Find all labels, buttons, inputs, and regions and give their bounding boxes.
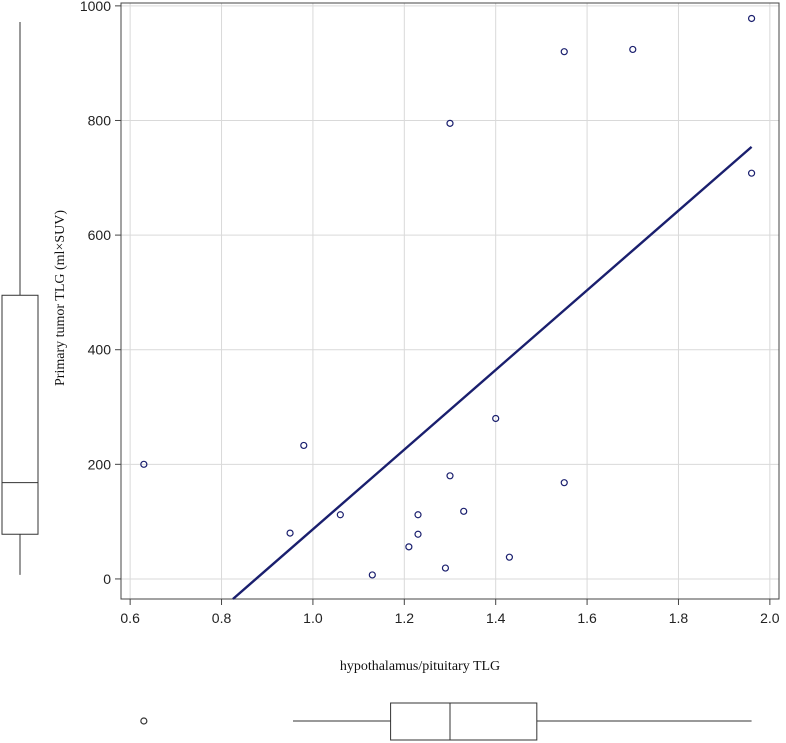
x-tick-label: 0.8 <box>212 610 232 626</box>
data-point <box>460 507 468 515</box>
x-box-outlier <box>140 717 148 725</box>
x-axis: 0.6 0.8 1.0 1.2 1.4 1.6 1.8 2.0 <box>120 599 780 626</box>
y-tick-label: 0 <box>103 571 111 587</box>
x-box <box>390 702 538 741</box>
y-axis-label: Primary tumor TLG (ml×SUV) <box>53 210 68 386</box>
y-axis: 0 200 400 600 800 1000 <box>80 0 121 587</box>
data-point <box>140 460 148 468</box>
data-point <box>446 472 454 480</box>
data-point <box>300 441 308 450</box>
x-tick-label: 0.6 <box>120 610 140 626</box>
data-point <box>405 543 413 551</box>
data-point <box>747 14 756 23</box>
x-tick-label: 1.2 <box>395 610 415 626</box>
data-point <box>629 45 637 54</box>
y-tick-label: 200 <box>88 456 112 472</box>
data-point <box>446 119 454 127</box>
data-point <box>560 479 568 487</box>
data-point <box>492 414 500 423</box>
x-tick-label: 1.4 <box>486 610 506 626</box>
data-point <box>368 571 376 579</box>
grid <box>121 3 779 599</box>
data-point <box>414 511 422 519</box>
y-box <box>1 294 39 535</box>
plot-frame <box>120 2 780 600</box>
data-point <box>286 529 294 537</box>
x-tick-label: 1.8 <box>669 610 689 626</box>
x-tick-label: 1.0 <box>303 610 323 626</box>
data-point <box>336 511 344 519</box>
y-tick-label: 400 <box>88 342 112 358</box>
x-axis-label: hypothalamus/pituitary TLG <box>340 659 500 674</box>
y-tick-label: 1000 <box>80 0 111 14</box>
y-tick-label: 600 <box>88 227 112 243</box>
regression-line <box>232 145 753 600</box>
data-point <box>441 564 450 572</box>
data-points <box>140 14 756 579</box>
y-boxplot <box>1 22 39 575</box>
data-point <box>414 530 422 538</box>
data-point <box>505 553 514 561</box>
data-point <box>747 169 756 177</box>
x-tick-label: 1.6 <box>577 610 597 626</box>
x-tick-label: 2.0 <box>760 610 780 626</box>
x-boxplot <box>140 702 752 741</box>
y-tick-label: 800 <box>88 112 112 128</box>
data-point <box>560 48 568 56</box>
